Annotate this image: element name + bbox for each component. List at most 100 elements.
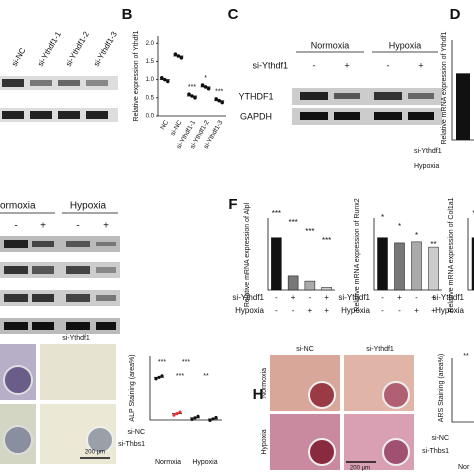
scale-bar: 200 μm [350, 466, 370, 472]
significance: *** [305, 227, 314, 236]
row-label: Hypoxia [435, 306, 464, 315]
sign: - [292, 306, 295, 315]
significance: * [415, 231, 418, 240]
sign: + [344, 60, 349, 70]
y-axis-label: ARS Staining (area%) [438, 354, 445, 422]
dot [175, 412, 179, 416]
sign: - [275, 306, 278, 315]
panel-label: D [450, 6, 461, 23]
protein: GAPDH [240, 111, 272, 121]
significance: *** [472, 209, 474, 218]
condition: ormoxia [0, 201, 36, 212]
dot [176, 54, 181, 58]
bar [271, 237, 282, 291]
dot [217, 98, 221, 103]
panel-label: B [122, 6, 133, 23]
panel-label: C [228, 6, 239, 23]
row-label: Normoxia [261, 368, 268, 398]
row-label: si-Thbs1 [422, 448, 449, 455]
y-axis-label: Relative mRNA expression of Ythdf1 [441, 31, 448, 144]
sign: + [431, 306, 436, 315]
sign: - [381, 306, 384, 315]
significance: *** [322, 236, 331, 245]
row-label: si-Ythdf1 [414, 148, 442, 155]
images-g [0, 344, 116, 464]
bar [377, 237, 388, 291]
sign: - [76, 221, 79, 232]
dot [200, 83, 205, 87]
significance: *** [188, 84, 196, 91]
bar [321, 287, 332, 291]
sign: + [40, 221, 46, 232]
sign: + [431, 293, 436, 302]
y-axis-label: Relative mRNA expression of Runx2 [354, 198, 361, 311]
y-axis-label: Relative expression of Ythdf1 [133, 30, 140, 121]
row-label: si-Ythdf1 [338, 293, 370, 302]
significance: * [204, 75, 207, 82]
row-label: si-Thbs1 [118, 441, 145, 448]
significance: *** [158, 359, 166, 366]
lane-label: si-NC [10, 46, 28, 68]
row-label: si-NC [128, 429, 146, 436]
dot [190, 94, 194, 98]
dot [214, 415, 218, 420]
panel-label: H [253, 386, 264, 403]
group-label: Hypoxia [192, 459, 217, 466]
axis [149, 356, 222, 421]
sign: + [397, 293, 402, 302]
dot [196, 414, 200, 418]
row-label: Hypoxia [414, 163, 439, 170]
significance: * [398, 222, 401, 231]
y-tick-label: 2.0 [146, 41, 155, 47]
sign: + [308, 306, 313, 315]
dot [187, 92, 191, 96]
bar [411, 241, 422, 291]
y-tick-label: 1.0 [146, 77, 155, 83]
significance: ** [463, 353, 469, 360]
dot [166, 79, 170, 84]
dot [154, 377, 158, 381]
protein: YTHDF1 [238, 91, 273, 101]
sign: + [324, 306, 329, 315]
y-axis-label: Relative mRNA expression of Col1a1 [448, 197, 455, 312]
blots-c [292, 51, 442, 125]
y-tick-label: 0.5 [146, 95, 155, 101]
sign: + [418, 60, 423, 70]
y-axis-label: Relative mRNA expression of Alpl [244, 202, 251, 307]
significance: *** [288, 218, 297, 227]
dot [193, 96, 197, 100]
dot [160, 76, 164, 80]
lane-label: si-Ythdf1-2 [64, 30, 91, 68]
row-label: si-Ythdf1 [252, 60, 288, 70]
sign: - [398, 306, 401, 315]
significance: ** [430, 240, 436, 249]
blots-top-left [0, 76, 118, 122]
dot [203, 85, 208, 89]
dot [178, 410, 182, 414]
group-label: Normxia [155, 459, 181, 466]
bar [456, 73, 470, 140]
significance: *** [215, 89, 223, 96]
row-label: Hypoxia [341, 306, 370, 315]
axis [451, 358, 474, 423]
sign: - [275, 293, 278, 302]
y-tick-label: 1.5 [146, 59, 155, 65]
dot [160, 374, 164, 378]
row-label: Hypoxia [235, 306, 264, 315]
row-label: si-Ythdf1 [432, 293, 464, 302]
dot [179, 56, 184, 60]
axis [157, 36, 226, 117]
scale-bar: 200 μm [85, 450, 105, 456]
dot [211, 417, 215, 421]
dot [190, 417, 194, 421]
y-axis-label: ALP Staining (area%) [129, 354, 136, 421]
group-label: Nor [458, 464, 470, 471]
sign: - [415, 293, 418, 302]
significance: *** [176, 373, 184, 380]
panel-label: F [228, 196, 237, 213]
sign: - [14, 221, 17, 232]
bar [304, 280, 316, 291]
condition: Hypoxia [389, 40, 422, 50]
sign: + [103, 221, 109, 232]
